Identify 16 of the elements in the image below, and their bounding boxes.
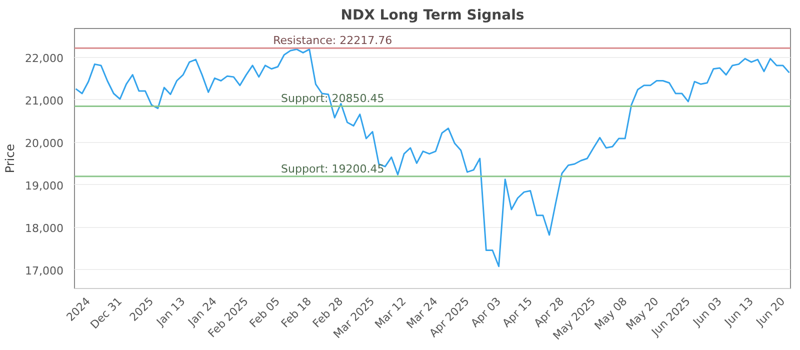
- y-tick-label: 19,000: [25, 179, 64, 192]
- ref-line-label: Support: 19200.45: [281, 162, 384, 176]
- chart-title: NDX Long Term Signals: [340, 8, 524, 24]
- y-tick-label: 17,000: [25, 264, 64, 278]
- y-tick-label: 18,000: [25, 222, 64, 235]
- ref-line-label: Support: 20850.45: [281, 92, 384, 106]
- x-tick-label: Jun 20: [753, 294, 788, 330]
- x-tick-label: Jan 13: [153, 294, 188, 330]
- y-tick-label: 21,000: [25, 94, 64, 108]
- y-tick-label: 20,000: [25, 136, 64, 150]
- x-tick-label: Jun 13: [722, 294, 756, 330]
- line-series: [75, 48, 790, 268]
- y-axis-title: Price: [3, 144, 18, 174]
- ref-line-label: Resistance: 22217.76: [273, 34, 392, 48]
- x-tick-label: Jun 03: [690, 294, 724, 330]
- y-tick-label: 22,000: [25, 52, 64, 65]
